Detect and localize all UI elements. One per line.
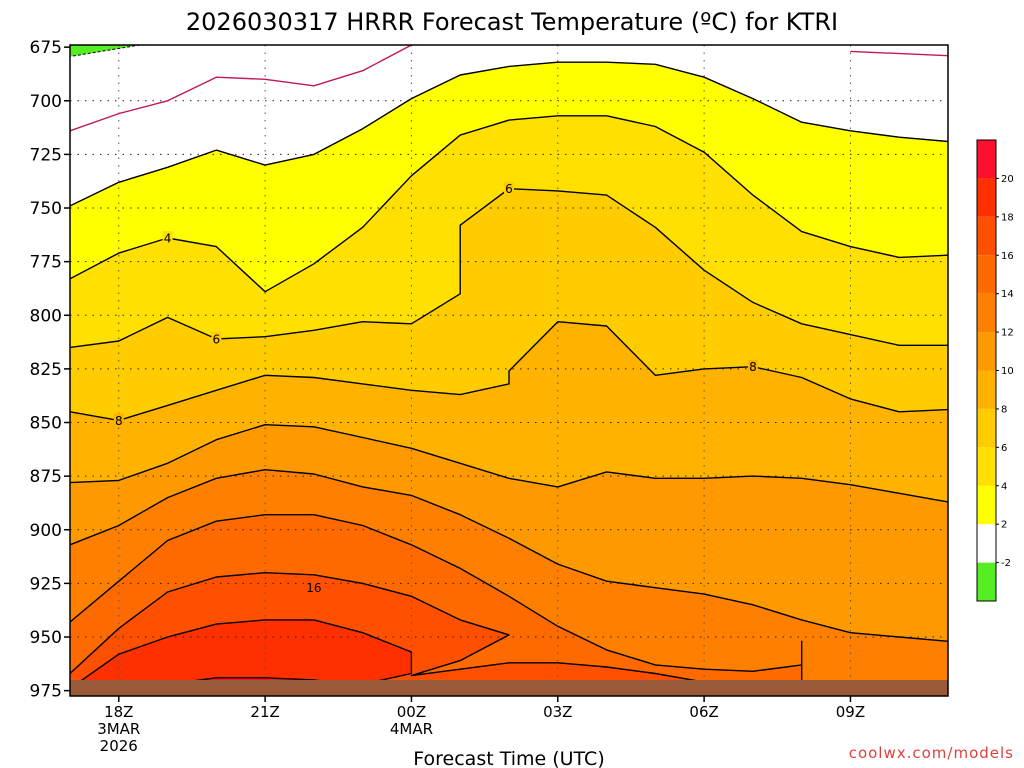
colorbar-swatch: [977, 293, 996, 333]
colorbar-label: 10: [1001, 366, 1014, 377]
isotherm-2: [70, 61, 948, 207]
colorbar-swatch: [977, 140, 996, 179]
y-tick-label: 800: [30, 306, 62, 326]
chart-title: 2026030317 HRRR Forecast Temperature (ºC…: [186, 8, 838, 36]
isotherm-0: [70, 45, 412, 132]
colorbar-swatch: [977, 447, 996, 486]
colorbar-swatch: [977, 178, 996, 217]
contour-label: 16: [306, 581, 321, 595]
colorbar-swatch: [977, 562, 996, 601]
contour-label: 8: [749, 360, 757, 374]
y-tick-label: 975: [30, 682, 62, 702]
colorbar-label: 8: [1001, 404, 1007, 415]
x-tick-label: 4MAR: [390, 720, 433, 738]
colorbar-swatch: [977, 370, 996, 409]
cold-region-below-minus2: [70, 45, 141, 58]
y-tick-label: 850: [30, 414, 62, 434]
isotherm-16: [70, 572, 705, 683]
y-tick-label: 725: [30, 145, 62, 165]
colorbar-label: 14: [1001, 289, 1014, 300]
colorbar-label: 12: [1001, 328, 1014, 339]
colorbar-label: 18: [1001, 212, 1014, 223]
x-tick-label: 18Z: [104, 703, 133, 721]
credit-text: coolwx.com/models: [849, 744, 1014, 762]
y-tick-label: 700: [30, 92, 62, 112]
isotherm-10: [70, 424, 948, 503]
x-tick-label: 21Z: [250, 703, 279, 721]
isotherm-4: [70, 115, 948, 293]
colorbar-label: -2: [1001, 558, 1011, 569]
isotherm-14: [70, 514, 803, 685]
colorbar-swatch: [977, 216, 996, 256]
colorbar-swatch: [977, 408, 996, 448]
band-18: [70, 619, 412, 696]
x-tick-label: 00Z: [397, 703, 426, 721]
isotherm-6: [70, 188, 948, 349]
y-tick-label: 900: [30, 521, 62, 541]
contour-label-bg: [504, 181, 514, 196]
contour-label: 6: [213, 332, 221, 346]
isotherm-8: [70, 321, 948, 422]
colorbar-label: 2: [1001, 520, 1007, 531]
contour-label: 4: [164, 232, 172, 246]
plot-frame: [69, 44, 949, 697]
x-tick-label: 2026: [100, 737, 138, 755]
y-tick-label: 675: [30, 38, 62, 58]
colorbar: -2 2 4 6 8 10 12 14 16 18 20: [976, 139, 1014, 602]
contour-label-bg: [747, 359, 758, 374]
y-axis: 675 700 725 750 775 800 825 850 875 900 925 950 975: [30, 38, 70, 702]
y-tick-label: 775: [30, 253, 62, 273]
contour-label-layer: 4 6 6 8 8 16: [113, 181, 758, 595]
colorbar-swatch: [977, 524, 996, 563]
contour-label-bg: [211, 331, 222, 346]
x-axis-title: Forecast Time (UTC): [413, 748, 604, 768]
contour-label-bg: [162, 231, 173, 246]
contour-label-bg: [113, 413, 124, 428]
x-tick-label: 09Z: [836, 703, 865, 721]
y-tick-label: 950: [30, 628, 62, 648]
colorbar-label: 6: [1001, 443, 1007, 454]
isotherm-18: [70, 619, 413, 690]
colorbar-swatch: [977, 255, 996, 294]
isotherm-12: [70, 469, 948, 642]
contour-label: 8: [115, 414, 123, 428]
contour-label: 6: [505, 182, 513, 196]
x-tick-label: 3MAR: [97, 720, 140, 738]
isotherm-layer: [70, 45, 948, 690]
y-tick-label: 925: [30, 574, 62, 594]
temperature-fill-layer: [70, 45, 948, 696]
colorbar-label: 16: [1001, 251, 1014, 262]
y-tick-label: 750: [30, 199, 62, 219]
colorbar-swatch: [977, 485, 996, 525]
x-tick-label: 03Z: [543, 703, 572, 721]
y-tick-label: 825: [30, 360, 62, 380]
y-tick-label: 875: [30, 467, 62, 487]
isotherm-0: [850, 50, 948, 57]
contour-label-bg: [304, 580, 323, 595]
colorbar-label: 20: [1001, 174, 1014, 185]
x-tick-label: 06Z: [689, 703, 718, 721]
colorbar-swatch: [977, 332, 996, 371]
ground-band: [70, 680, 948, 696]
colorbar-label: 4: [1001, 481, 1007, 492]
